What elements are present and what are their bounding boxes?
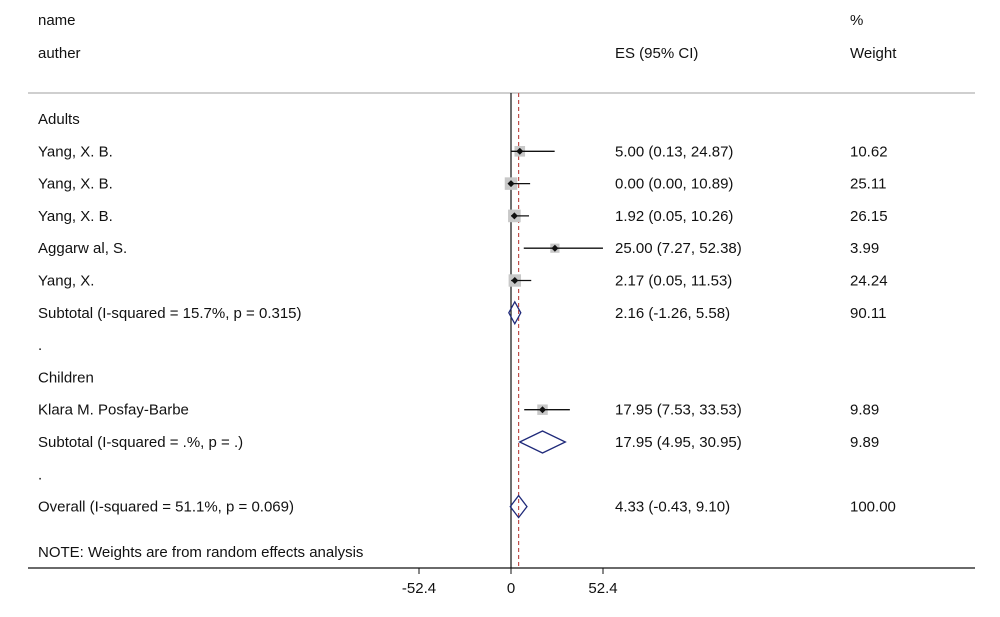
row-label: . (38, 337, 42, 354)
point-estimate (510, 212, 518, 220)
weight-value: 9.89 (850, 402, 879, 419)
row-label: Yang, X. B. (38, 143, 113, 160)
subtotal-diamond (518, 430, 567, 454)
header-es-ci: ES (95% CI) (615, 45, 699, 62)
es-ci-value: 17.95 (4.95, 30.95) (615, 434, 742, 451)
es-ci-value: 2.16 (-1.26, 5.58) (615, 305, 730, 322)
row-label: Subtotal (I-squared = .%, p = .) (38, 434, 243, 451)
es-ci-value: 4.33 (-0.43, 9.10) (615, 499, 730, 516)
point-estimate (539, 406, 547, 414)
es-ci-value: 5.00 (0.13, 24.87) (615, 143, 733, 160)
weight-value: 10.62 (850, 143, 888, 160)
header-name: name (38, 12, 76, 29)
row-label: Children (38, 369, 94, 386)
row-label: Aggarw al, S. (38, 240, 127, 257)
row-label: Subtotal (I-squared = 15.7%, p = 0.315) (38, 305, 302, 322)
weight-value: 25.11 (850, 176, 886, 193)
weight-value: 9.89 (850, 434, 879, 451)
weight-value: 100.00 (850, 499, 896, 516)
row-label: Yang, X. B. (38, 208, 113, 225)
row-label: Overall (I-squared = 51.1%, p = 0.069) (38, 499, 294, 516)
row-label: Yang, X. B. (38, 176, 113, 193)
header-weight: Weight (850, 45, 897, 62)
point-estimate (551, 244, 559, 252)
es-ci-value: 17.95 (7.53, 33.53) (615, 402, 742, 419)
es-ci-value: 0.00 (0.00, 10.89) (615, 176, 733, 193)
weight-value: 26.15 (850, 208, 888, 225)
point-estimate (511, 277, 519, 284)
weight-value: 24.24 (850, 273, 888, 290)
point-estimate (507, 180, 515, 188)
es-ci-value: 1.92 (0.05, 10.26) (615, 208, 733, 225)
subtotal-diamond (508, 300, 522, 326)
row-label: Klara M. Posfay-Barbe (38, 402, 189, 419)
point-estimate (516, 147, 524, 155)
overall-diamond (509, 494, 528, 519)
x-tick-label: 0 (507, 580, 515, 597)
header-percent: % (850, 12, 864, 29)
header-author: auther (38, 45, 81, 62)
row-label: . (38, 466, 42, 483)
weight-value: 3.99 (850, 240, 879, 257)
weights-note: NOTE: Weights are from random effects an… (38, 544, 363, 561)
es-ci-value: 25.00 (7.27, 52.38) (615, 240, 742, 257)
es-ci-value: 2.17 (0.05, 11.53) (615, 273, 732, 290)
row-label: Yang, X. (38, 273, 94, 290)
x-tick-label: 52.4 (588, 580, 617, 597)
weight-value: 90.11 (850, 305, 886, 322)
row-label: Adults (38, 111, 80, 128)
x-tick-label: -52.4 (402, 580, 436, 597)
